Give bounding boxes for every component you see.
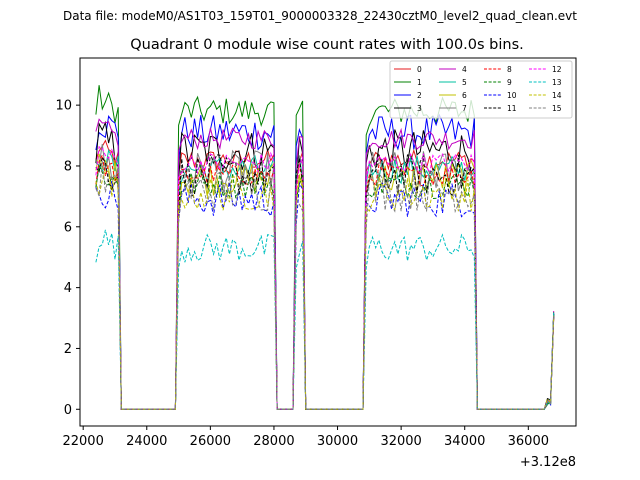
y-tick-label: 10 xyxy=(55,99,72,114)
legend-box xyxy=(389,60,573,119)
plot-frame xyxy=(79,57,577,427)
figure-suptitle: Data file: modeM0/AS1T03_159T01_90000033… xyxy=(63,9,577,23)
y-tick-label: 8 xyxy=(64,159,72,174)
series-layer xyxy=(95,85,555,410)
series-line-6 xyxy=(95,153,555,410)
legend-label-15: 15 xyxy=(552,104,562,113)
series-line-5 xyxy=(95,148,555,410)
series-line-12 xyxy=(95,146,555,410)
legend-label-7: 7 xyxy=(462,104,467,113)
x-tick-label: 28000 xyxy=(253,434,294,449)
series-line-15 xyxy=(95,161,555,410)
legend-label-1: 1 xyxy=(417,78,422,87)
legend-label-0: 0 xyxy=(417,65,422,74)
y-tick-label: 4 xyxy=(64,281,72,296)
series-line-4 xyxy=(95,118,555,410)
series-line-7 xyxy=(95,143,555,410)
y-tick-label: 6 xyxy=(64,220,72,235)
legend-label-6: 6 xyxy=(462,91,467,100)
series-line-0 xyxy=(95,139,555,410)
series-line-14 xyxy=(95,169,555,410)
series-line-13 xyxy=(95,229,555,410)
series-line-10 xyxy=(95,180,555,410)
legend-label-9: 9 xyxy=(507,78,512,87)
x-tick-label: 36000 xyxy=(508,434,549,449)
series-line-1 xyxy=(95,85,555,410)
x-tick-label: 30000 xyxy=(317,434,358,449)
legend-label-4: 4 xyxy=(462,65,467,74)
x-offset-label: +3.12e8 xyxy=(520,455,576,470)
legend-label-14: 14 xyxy=(552,91,562,100)
x-tick-label: 26000 xyxy=(190,434,231,449)
legend-label-13: 13 xyxy=(552,78,562,87)
series-line-2 xyxy=(95,113,555,410)
x-tick-label: 34000 xyxy=(444,434,485,449)
chart-title: Quadrant 0 module wise count rates with … xyxy=(130,37,524,53)
x-tick-label: 32000 xyxy=(380,434,421,449)
legend-label-10: 10 xyxy=(507,91,517,100)
x-tick-label: 24000 xyxy=(126,434,167,449)
series-line-11 xyxy=(95,153,555,410)
y-axis: 0 2 4 6 8 10 xyxy=(55,99,80,418)
legend-label-8: 8 xyxy=(507,65,512,74)
series-line-8 xyxy=(95,153,555,410)
series-line-3 xyxy=(95,120,555,410)
y-tick-label: 0 xyxy=(64,403,72,418)
legend-label-3: 3 xyxy=(417,104,422,113)
x-axis: 22000 24000 26000 28000 30000 32000 34000 36000 xyxy=(62,426,549,449)
legend-label-5: 5 xyxy=(462,78,467,87)
x-tick-label: 22000 xyxy=(62,434,103,449)
series-line-9 xyxy=(95,164,555,410)
legend-label-11: 11 xyxy=(507,104,517,113)
legend-label-12: 12 xyxy=(552,65,562,74)
y-tick-label: 2 xyxy=(64,342,72,357)
legend-label-2: 2 xyxy=(417,91,422,100)
